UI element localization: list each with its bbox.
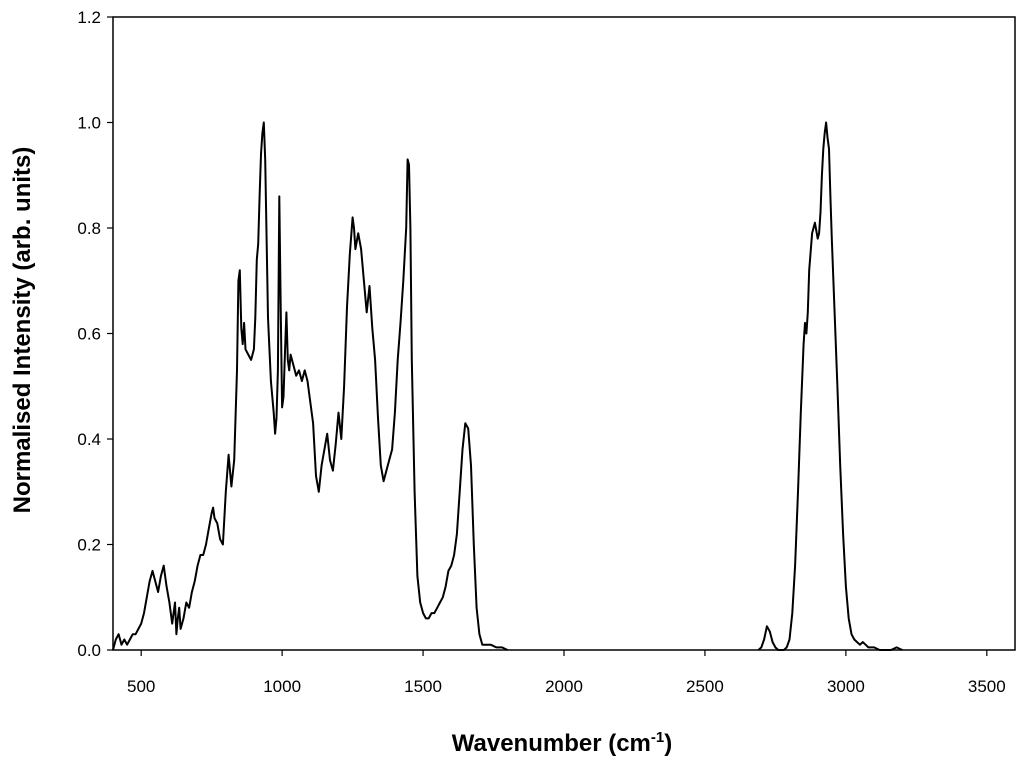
- x-tick-label: 2000: [545, 677, 583, 696]
- spectrum-line-1: [112, 121, 509, 651]
- y-tick-label: 0.0: [77, 641, 101, 660]
- y-tick-label: 0.4: [77, 430, 101, 449]
- y-tick-label: 1.0: [77, 114, 101, 133]
- axes-layer: [112, 16, 1016, 651]
- y-axis-label: Normalised Intensity (arb. units): [9, 147, 36, 514]
- x-tick-label: 1500: [404, 677, 442, 696]
- spectrum-line-2: [757, 121, 903, 651]
- series-layer: [112, 121, 903, 651]
- x-axis-label-main: Wavenumber (cm: [452, 730, 651, 757]
- x-axis-label: Wavenumber (cm-1): [452, 729, 673, 757]
- x-tick-label: 2500: [686, 677, 724, 696]
- plot-frame: [112, 16, 1016, 651]
- x-tick-label: 3500: [968, 677, 1006, 696]
- y-tick-label: 0.8: [77, 219, 101, 238]
- x-axis-label-close: ): [664, 730, 672, 757]
- x-tick-label: 1000: [263, 677, 301, 696]
- y-tick-label: 1.2: [77, 8, 101, 27]
- x-axis-label-superscript: -1: [651, 729, 664, 746]
- y-tick-label: 0.6: [77, 325, 101, 344]
- x-tick-label: 500: [127, 677, 155, 696]
- y-tick-label: 0.2: [77, 536, 101, 555]
- ticks-layer: 500 1000 1500 2000 2500 3000 3500 0.0 0.2 0.4 0.6 0…: [77, 8, 1005, 696]
- x-tick-label: 3000: [827, 677, 865, 696]
